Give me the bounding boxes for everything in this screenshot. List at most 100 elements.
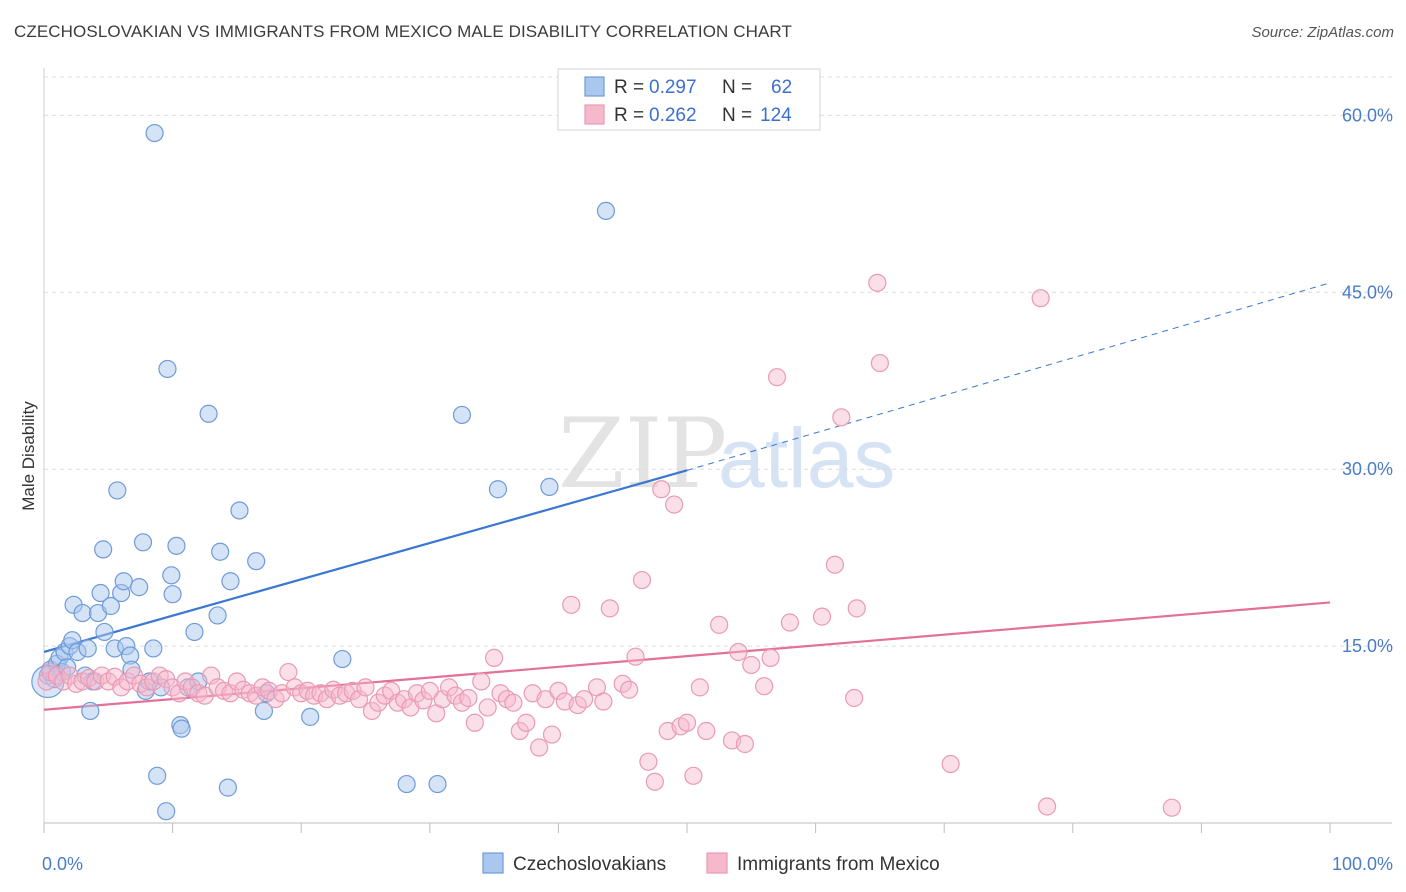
- data-point-mexico: [847, 599, 866, 618]
- trend-line-czechoslovakians-extension: [686, 282, 1331, 471]
- data-point-mexico: [735, 734, 754, 754]
- data-point-mexico: [761, 648, 780, 667]
- data-point-mexico: [690, 678, 709, 697]
- data-point-czechoslovakians: [101, 596, 120, 616]
- data-point-mexico: [677, 713, 697, 732]
- data-point-mexico: [478, 698, 497, 717]
- data-point-mexico: [665, 495, 684, 514]
- data-point-mexico: [729, 642, 748, 662]
- data-point-mexico: [485, 648, 504, 667]
- data-point-czechoslovakians: [428, 774, 447, 794]
- data-point-czechoslovakians: [130, 578, 149, 597]
- data-point-mexico: [414, 691, 433, 710]
- data-point-mexico: [755, 677, 774, 696]
- data-point-czechoslovakians: [144, 639, 163, 658]
- data-point-mexico: [767, 368, 787, 387]
- data-point-mexico: [832, 408, 851, 427]
- legend-n-value: 124: [760, 105, 792, 126]
- legend-r-value: 0.297: [649, 77, 697, 98]
- data-point-mexico: [645, 772, 664, 791]
- data-point-mexico: [195, 686, 214, 705]
- data-point-czechoslovakians: [488, 480, 508, 499]
- data-point-czechoslovakians: [211, 542, 230, 561]
- data-point-czechoslovakians: [91, 583, 110, 603]
- data-point-mexico: [1031, 289, 1050, 308]
- y-tick-label: 30.0%: [1342, 459, 1393, 479]
- data-point-czechoslovakians: [95, 622, 114, 642]
- data-point-czechoslovakians: [145, 123, 164, 143]
- data-point-mexico: [652, 480, 671, 499]
- data-point-mexico: [382, 681, 401, 701]
- grid: [44, 76, 1392, 647]
- data-point-mexico: [870, 353, 890, 373]
- data-point-mexico: [349, 690, 369, 709]
- data-point-mexico: [542, 725, 562, 744]
- data-point-czechoslovakians: [301, 707, 320, 726]
- data-point-czechoslovakians: [158, 359, 177, 379]
- watermark-atlas: atlas: [718, 411, 895, 505]
- data-point-mexico: [600, 599, 619, 618]
- data-point-czechoslovakians: [247, 552, 266, 571]
- data-point-mexico: [868, 273, 887, 292]
- chart-source: Source: ZipAtlas.com: [1251, 24, 1394, 41]
- data-point-mexico: [575, 690, 594, 709]
- series-mexico-points: [37, 273, 1181, 817]
- data-point-mexico: [504, 693, 523, 712]
- data-point-mexico: [1162, 798, 1181, 817]
- y-tick-label: 45.0%: [1342, 282, 1393, 302]
- x-tick-label: 0.0%: [42, 854, 83, 874]
- data-point-mexico: [517, 713, 536, 732]
- legend-swatch-mexico: [584, 104, 605, 125]
- data-point-czechoslovakians: [185, 622, 204, 642]
- trend-line-czechoslovakians: [43, 469, 688, 654]
- data-point-mexico: [845, 688, 864, 708]
- data-point-mexico: [369, 693, 388, 712]
- data-point-mexico: [459, 688, 478, 708]
- data-point-czechoslovakians: [73, 603, 92, 623]
- bottom-legend-label-czechoslovakians: Czechoslovakians: [513, 854, 666, 875]
- data-point-czechoslovakians: [218, 778, 237, 797]
- legend-n-label: N =: [722, 77, 752, 98]
- chart-title: CZECHOSLOVAKIAN VS IMMIGRANTS FROM MEXIC…: [14, 22, 792, 41]
- data-point-mexico: [594, 692, 613, 711]
- data-point-czechoslovakians: [78, 639, 97, 658]
- legend-r-label: R =: [614, 77, 644, 98]
- data-point-czechoslovakians: [254, 701, 274, 721]
- data-point-mexico: [742, 655, 761, 675]
- y-axis-label: Male Disability: [19, 401, 38, 511]
- data-point-czechoslovakians: [333, 649, 352, 669]
- bottom-legend-label-mexico: Immigrants from Mexico: [737, 854, 940, 875]
- data-point-mexico: [639, 752, 658, 771]
- data-point-czechoslovakians: [157, 802, 176, 821]
- bottom-legend-swatch-mexico: [706, 852, 728, 874]
- data-point-czechoslovakians: [230, 501, 249, 520]
- data-point-mexico: [780, 613, 799, 632]
- data-point-mexico: [812, 607, 832, 626]
- legend-r-value: 0.262: [649, 105, 697, 126]
- data-point-czechoslovakians: [452, 405, 472, 425]
- data-point-czechoslovakians: [199, 404, 218, 423]
- data-point-czechoslovakians: [172, 719, 191, 738]
- bottom-legend: Czechoslovakians Immigrants from Mexico: [482, 852, 940, 875]
- data-point-mexico: [632, 570, 652, 590]
- legend-n-label: N =: [722, 105, 752, 126]
- data-point-czechoslovakians: [81, 701, 100, 721]
- top-legend: R = 0.297 N = 62 R = 0.262 N = 124: [557, 68, 821, 131]
- data-point-mexico: [536, 690, 555, 709]
- data-point-czechoslovakians: [94, 540, 113, 559]
- data-point-czechoslovakians: [397, 774, 416, 794]
- data-point-czechoslovakians: [208, 606, 227, 625]
- data-point-czechoslovakians: [596, 201, 616, 221]
- data-point-czechoslovakians: [163, 585, 182, 604]
- data-point-czechoslovakians: [162, 566, 181, 585]
- data-point-mexico: [465, 713, 484, 732]
- watermark: ZIP atlas: [558, 398, 895, 510]
- data-point-mexico: [825, 555, 844, 574]
- y-tick-label: 15.0%: [1342, 636, 1393, 656]
- data-point-czechoslovakians: [167, 536, 186, 555]
- data-point-czechoslovakians: [148, 766, 167, 785]
- data-point-mexico: [626, 647, 645, 666]
- data-point-mexico: [941, 754, 960, 774]
- legend-n-value: 62: [771, 77, 792, 98]
